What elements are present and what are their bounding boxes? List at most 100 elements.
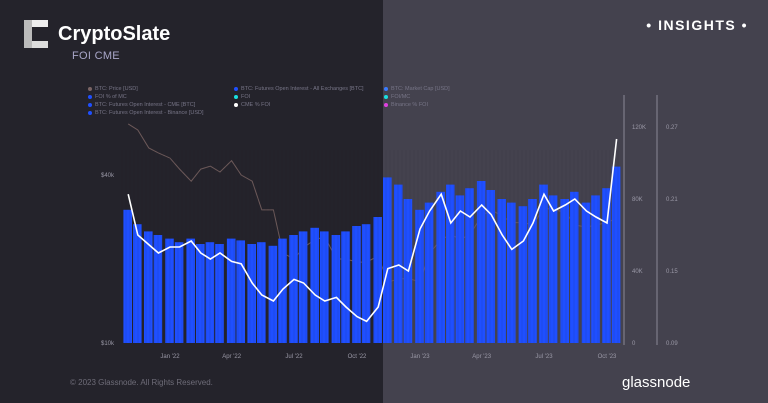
tick-label: 80K bbox=[632, 197, 643, 203]
tick-label: 0.09 bbox=[666, 341, 678, 347]
bar bbox=[497, 199, 506, 343]
legend-item[interactable]: BTC: Futures Open Interest - Binance [US… bbox=[88, 110, 204, 116]
copyright: © 2023 Glassnode. All Rights Reserved. bbox=[70, 378, 213, 387]
bar bbox=[539, 184, 548, 343]
bar bbox=[320, 231, 329, 343]
legend-swatch bbox=[234, 103, 238, 107]
bar bbox=[528, 199, 537, 343]
bar bbox=[518, 206, 528, 343]
legend-label: CME % FOI bbox=[241, 102, 271, 108]
bar bbox=[226, 238, 236, 343]
legend-swatch bbox=[234, 95, 238, 99]
bar bbox=[446, 184, 455, 343]
bar bbox=[153, 235, 163, 343]
bar bbox=[341, 231, 350, 343]
legend-item[interactable]: FOI/MC bbox=[384, 94, 410, 100]
chart-subtitle: FOI CME bbox=[72, 50, 120, 62]
legend-label: BTC: Futures Open Interest - All Exchang… bbox=[241, 86, 364, 92]
legend-swatch bbox=[384, 103, 388, 107]
tick-label: 0 bbox=[632, 341, 636, 347]
tick-label: Jul '23 bbox=[535, 354, 553, 360]
tick-label: $10k bbox=[101, 341, 115, 347]
bar bbox=[476, 181, 486, 343]
bar bbox=[394, 184, 403, 343]
tick-label: Jan '22 bbox=[160, 354, 180, 360]
bar bbox=[352, 226, 361, 343]
legend-label: BTC: Market Cap [USD] bbox=[391, 86, 450, 92]
tick-label: 0.27 bbox=[666, 125, 678, 131]
legend-label: BTC: Futures Open Interest - Binance [US… bbox=[95, 110, 204, 116]
tick-label: Apr '23 bbox=[472, 354, 491, 360]
legend-item[interactable]: FOI % of MC bbox=[88, 94, 127, 100]
legend-swatch bbox=[88, 103, 92, 107]
tick-label: Oct '22 bbox=[348, 354, 367, 360]
legend-swatch bbox=[384, 87, 388, 91]
legend-label: Binance % FOI bbox=[391, 102, 428, 108]
bar bbox=[205, 242, 215, 343]
cryptoslate-logo-icon bbox=[24, 20, 48, 48]
tick-label: Jul '22 bbox=[285, 354, 303, 360]
bar bbox=[298, 231, 308, 343]
bar bbox=[507, 202, 516, 343]
bar bbox=[174, 242, 184, 343]
bar bbox=[133, 224, 142, 343]
bar bbox=[268, 245, 278, 343]
legend-item[interactable]: Binance % FOI bbox=[384, 102, 428, 108]
bar bbox=[581, 202, 591, 343]
brand-name: CryptoSlate bbox=[58, 22, 171, 45]
legend-swatch bbox=[384, 95, 388, 99]
legend-item[interactable]: FOI bbox=[234, 94, 250, 100]
bar bbox=[165, 238, 174, 343]
bar bbox=[383, 177, 392, 343]
bar bbox=[611, 166, 621, 343]
bar bbox=[247, 244, 256, 343]
legend-swatch bbox=[234, 87, 238, 91]
legend-item[interactable]: CME % FOI bbox=[234, 102, 270, 108]
bar bbox=[455, 195, 465, 343]
bar bbox=[424, 202, 434, 343]
bar bbox=[570, 191, 579, 343]
bar bbox=[236, 240, 245, 343]
bar bbox=[123, 209, 132, 343]
tick-label: Apr '22 bbox=[222, 354, 241, 360]
bar bbox=[215, 244, 224, 343]
legend-label: BTC: Futures Open Interest - CME [BTC] bbox=[95, 102, 196, 108]
cme-pct-foi-line bbox=[127, 138, 618, 323]
chart-legend: BTC: Price [USD] FOI % of MC BTC: Futures … bbox=[88, 86, 628, 118]
bar bbox=[602, 188, 611, 343]
tick-label: 40K bbox=[632, 269, 643, 275]
legend-item[interactable]: BTC: Futures Open Interest - CME [BTC] bbox=[88, 102, 195, 108]
bar bbox=[548, 195, 558, 343]
bar bbox=[310, 227, 319, 343]
legend-swatch bbox=[88, 111, 92, 115]
bar bbox=[486, 190, 495, 343]
legend-label: BTC: Price [USD] bbox=[95, 86, 138, 92]
legend-item[interactable]: BTC: Futures Open Interest - All Exchang… bbox=[234, 86, 364, 92]
bar bbox=[591, 195, 600, 343]
bar bbox=[257, 242, 266, 343]
bar bbox=[144, 231, 153, 343]
bar bbox=[560, 199, 569, 343]
bar bbox=[196, 244, 205, 343]
tick-label: Jan '23 bbox=[410, 354, 430, 360]
cryptoslate-logo: CryptoSlate bbox=[24, 20, 170, 48]
bar bbox=[331, 235, 341, 343]
tick-label: 0.21 bbox=[666, 197, 678, 203]
legend-label: FOI % of MC bbox=[95, 94, 127, 100]
tick-label: 0.15 bbox=[666, 269, 678, 275]
legend-label: FOI/MC bbox=[391, 94, 411, 100]
glassnode-logo: glassnode bbox=[622, 374, 691, 391]
legend-label: FOI bbox=[241, 94, 251, 100]
bar bbox=[373, 217, 382, 343]
legend-item[interactable]: BTC: Market Cap [USD] bbox=[384, 86, 450, 92]
bar bbox=[436, 191, 445, 343]
legend-item[interactable]: BTC: Price [USD] bbox=[88, 86, 138, 92]
bar bbox=[186, 238, 195, 343]
bar bbox=[289, 235, 298, 343]
tick-label: $40k bbox=[101, 173, 115, 179]
legend-swatch bbox=[88, 87, 92, 91]
bar bbox=[415, 209, 424, 343]
bar bbox=[361, 224, 371, 343]
tick-label: 120K bbox=[632, 125, 646, 131]
legend-swatch bbox=[88, 95, 92, 99]
